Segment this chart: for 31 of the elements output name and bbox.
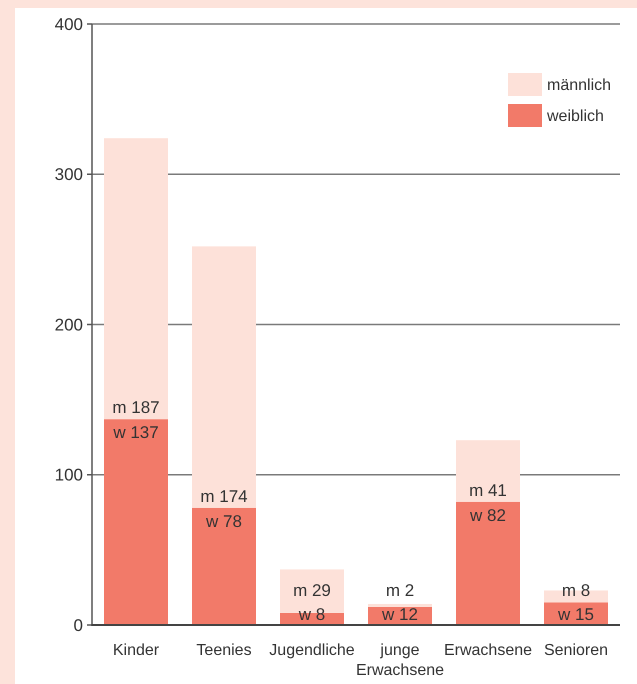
x-tick-label: Erwachsene [444,642,532,659]
legend-label: weiblich [546,108,604,126]
data-label: w 12 [381,605,418,624]
data-label: m 2 [386,581,414,600]
data-label: m 8 [562,581,590,600]
bar [368,604,432,607]
bar [192,508,256,625]
x-tick-label: Teenies [196,642,252,659]
y-tick-label: 400 [54,14,83,34]
data-label: m 187 [112,398,160,418]
data-label: w 137 [112,423,159,442]
bar [192,246,256,508]
bar [456,440,520,502]
data-label: w 78 [205,512,242,531]
y-tick-label: 300 [54,165,83,184]
bar [104,419,168,625]
y-tick-label: 0 [74,616,83,635]
y-tick-label: 100 [54,466,83,485]
x-tick-label: Jugendliche [269,642,355,659]
data-label: w 15 [557,605,594,624]
data-label: m 174 [200,486,248,506]
data-label: m 29 [293,581,331,600]
x-tick-label: Senioren [544,642,608,659]
legend-label: männlich [547,77,612,94]
x-tick-label: Kinder [112,642,160,659]
x-tick-label: junge Erwachsene [356,642,444,679]
data-label: m 41 [469,480,507,500]
y-tick-label: 200 [54,315,83,334]
bar [456,502,520,625]
bar [104,138,168,420]
data-label: w 82 [469,506,506,525]
